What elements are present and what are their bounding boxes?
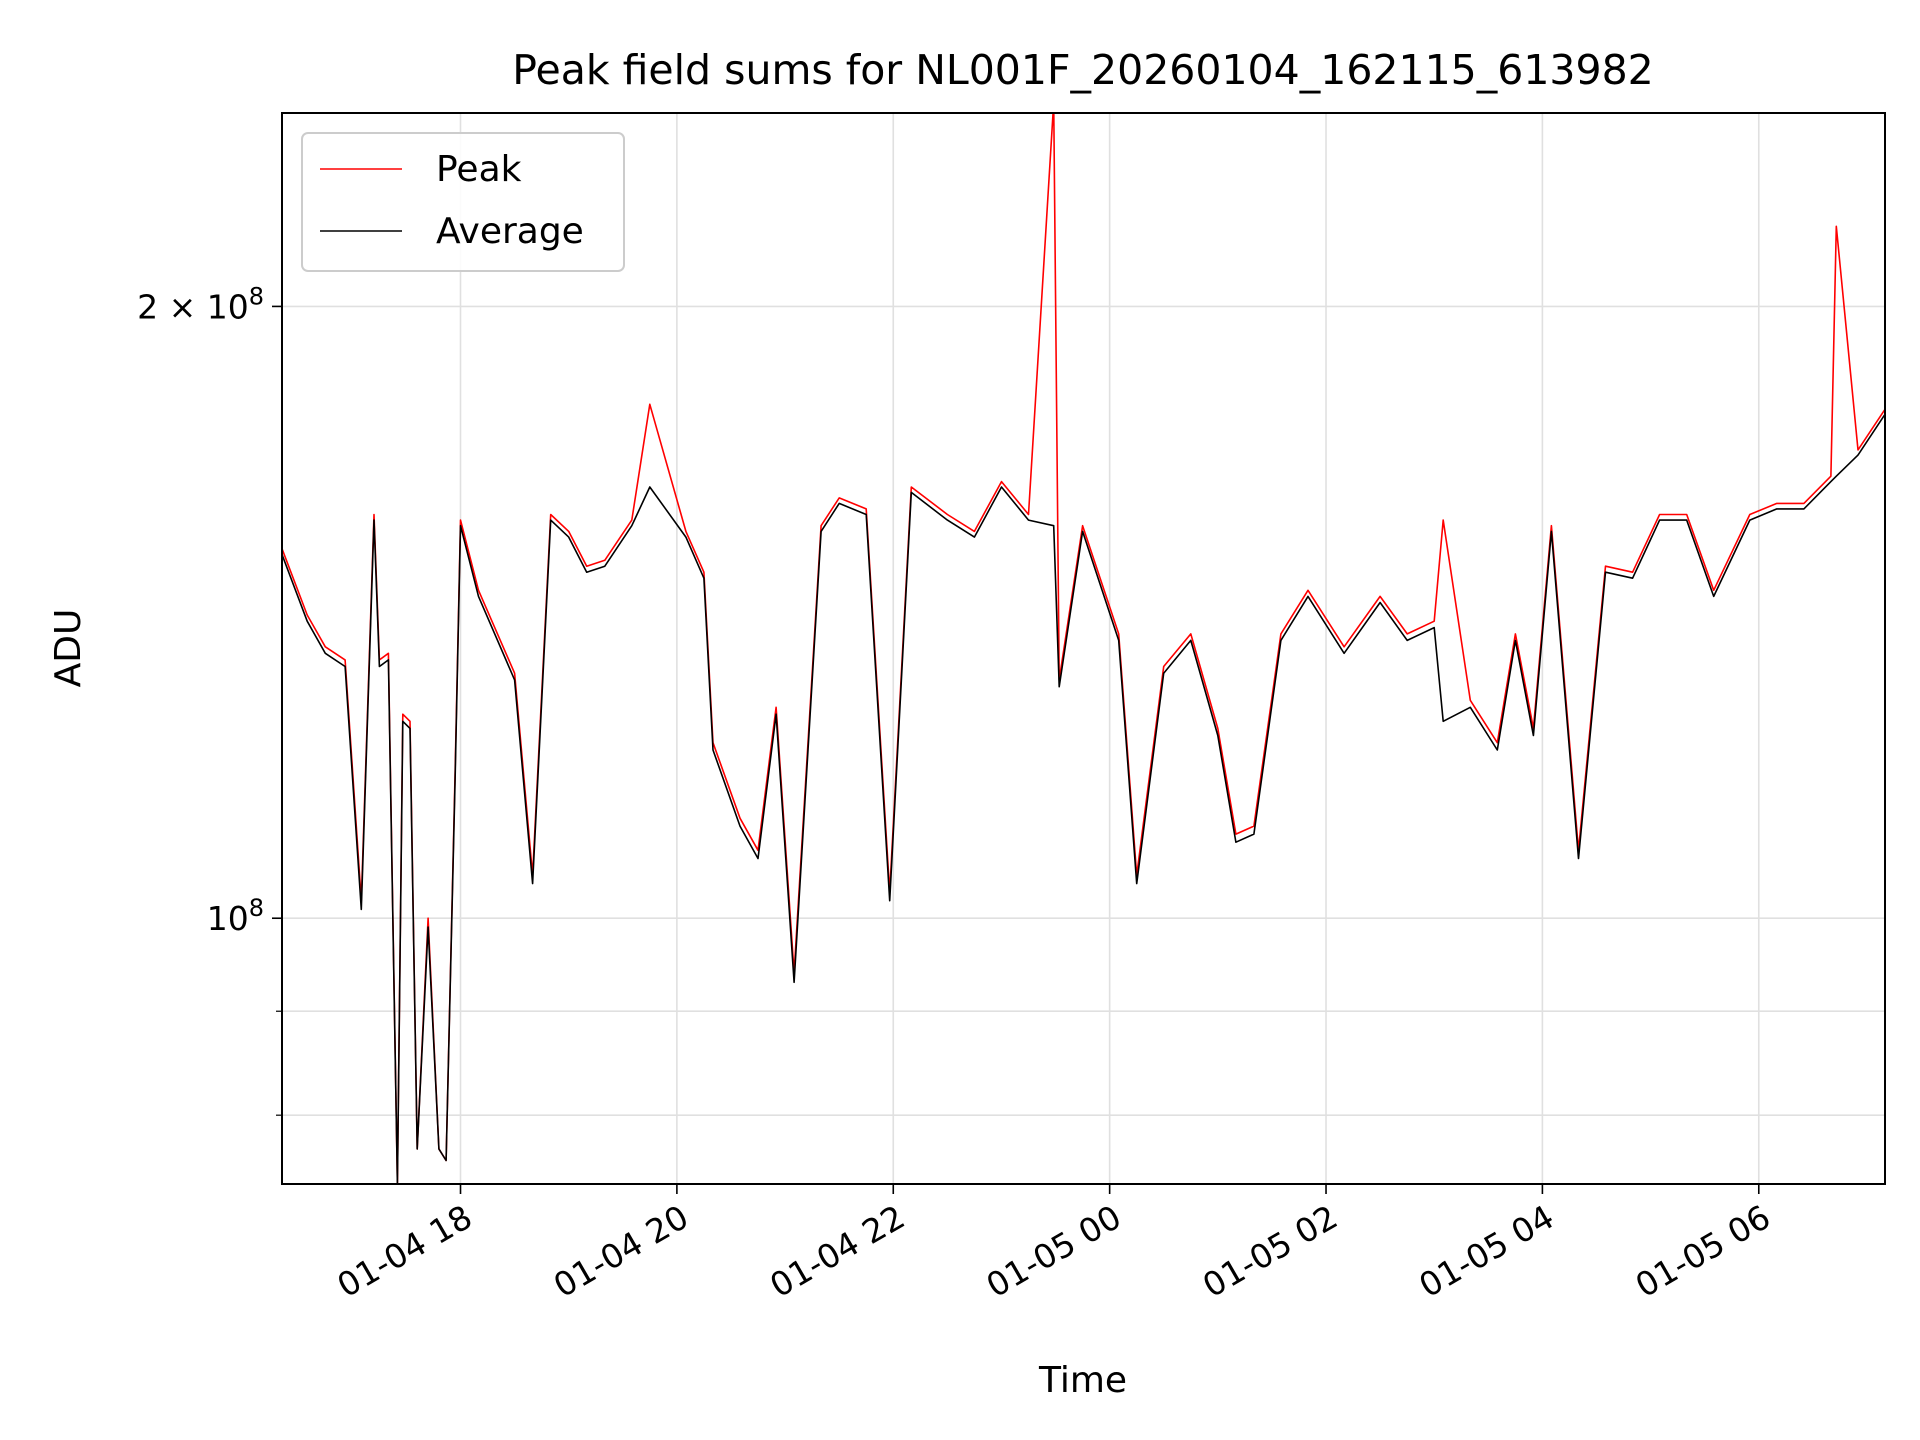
legend: Peak Average [301,132,625,272]
series-lines [282,113,1885,1184]
legend-label-average: Average [436,211,584,252]
series-line-average [282,413,1885,1184]
y-axis-label: ADU [48,609,89,688]
y-tick-label: 2 × 108 [137,282,264,326]
legend-box [301,132,625,272]
legend-label-peak: Peak [436,149,522,190]
y-axis: 108 2 × 108 [137,282,282,1116]
y-tick-label: 108 [207,894,264,938]
chart-title: Peak field sums for NL001F_20260104_1621… [512,46,1654,94]
x-axis-label: Time [1038,1360,1127,1401]
grid-lines [282,113,1885,1184]
plot-frame [281,112,1886,1185]
